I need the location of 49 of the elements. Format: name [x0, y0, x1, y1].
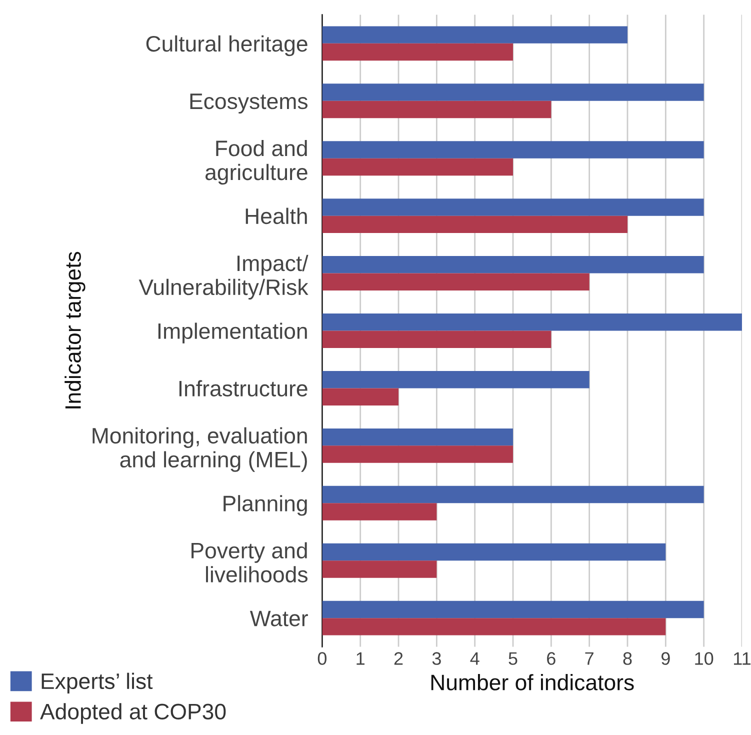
bar: [322, 370, 590, 388]
x-tick-label: 2: [394, 652, 403, 665]
bar: [322, 273, 590, 291]
y-tick-label: Monitoring, evaluation and learning (MEL): [92, 427, 307, 472]
x-tick-label: 11: [734, 652, 750, 665]
x-tick-label: 6: [547, 652, 556, 665]
bar: [322, 618, 666, 636]
bar: [322, 100, 552, 118]
y-tick-label: Food and agriculture: [205, 140, 308, 185]
x-tick-label: 7: [585, 652, 594, 665]
x-tick-label: 5: [508, 652, 518, 665]
y-tick-label: Health: [246, 208, 307, 224]
x-tick-label: 0: [318, 652, 326, 665]
y-tick-label: Infrastructure: [179, 380, 308, 396]
x-tick-label: 1: [356, 652, 364, 665]
bar: [322, 388, 399, 406]
bar: [322, 158, 513, 176]
bar: [322, 314, 742, 331]
legend-label: Adopted at COP30: [40, 703, 226, 724]
y-tick-label: Implementation: [158, 322, 307, 344]
x-tick-label: 8: [623, 652, 632, 665]
bar: [322, 486, 704, 504]
x-tick-label: 3: [432, 652, 441, 665]
x-tick-label: 4: [470, 652, 480, 665]
bar: [322, 446, 513, 463]
bar: [322, 84, 704, 101]
bar: [322, 141, 704, 158]
bar: [322, 198, 704, 216]
bar: [322, 256, 704, 274]
y-axis-title: Indicator targets: [64, 252, 86, 408]
bar: [322, 503, 437, 520]
x-tick-label: 10: [695, 652, 714, 665]
bar: [322, 330, 552, 348]
bar: [322, 26, 628, 44]
bar: [322, 428, 513, 446]
y-tick-label: Cultural heritage: [146, 35, 308, 56]
bar: [322, 600, 704, 618]
y-tick-label: Poverty and livelihoods: [192, 542, 308, 582]
bar: [322, 560, 437, 578]
x-axis-title: Number of indicators: [431, 674, 634, 690]
bar: [322, 543, 666, 561]
y-tick-label: Impact/ Vulnerability/Risk: [138, 254, 308, 300]
y-tick-label: Water: [250, 610, 308, 626]
bar: [322, 43, 513, 61]
y-tick-label: Ecosystems: [190, 94, 308, 114]
bar: [322, 216, 628, 234]
x-tick-label: 9: [661, 652, 670, 665]
legend-label: Experts’ list: [42, 672, 153, 694]
y-tick-label: Planning: [224, 495, 307, 516]
